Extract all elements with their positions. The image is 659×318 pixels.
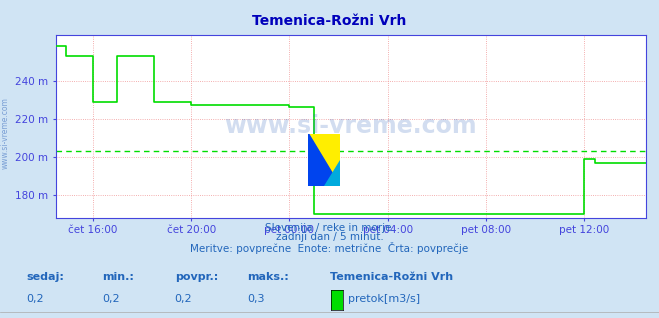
Text: 0,2: 0,2 — [26, 294, 44, 304]
Text: povpr.:: povpr.: — [175, 272, 218, 282]
Text: pretok[m3/s]: pretok[m3/s] — [348, 294, 420, 304]
Text: 0,2: 0,2 — [102, 294, 120, 304]
Polygon shape — [324, 160, 340, 186]
Text: Temenica-Rožni Vrh: Temenica-Rožni Vrh — [252, 14, 407, 28]
Text: Temenica-Rožni Vrh: Temenica-Rožni Vrh — [330, 272, 453, 282]
Text: www.si-vreme.com: www.si-vreme.com — [225, 114, 477, 138]
Text: 0,3: 0,3 — [247, 294, 265, 304]
Polygon shape — [308, 134, 340, 186]
Text: 0,2: 0,2 — [175, 294, 192, 304]
Text: Meritve: povprečne  Enote: metrične  Črta: povprečje: Meritve: povprečne Enote: metrične Črta:… — [190, 242, 469, 254]
Text: sedaj:: sedaj: — [26, 272, 64, 282]
Text: zadnji dan / 5 minut.: zadnji dan / 5 minut. — [275, 232, 384, 242]
Text: www.si-vreme.com: www.si-vreme.com — [1, 98, 10, 169]
Text: min.:: min.: — [102, 272, 134, 282]
Text: Slovenija / reke in morje.: Slovenija / reke in morje. — [264, 223, 395, 232]
Text: maks.:: maks.: — [247, 272, 289, 282]
